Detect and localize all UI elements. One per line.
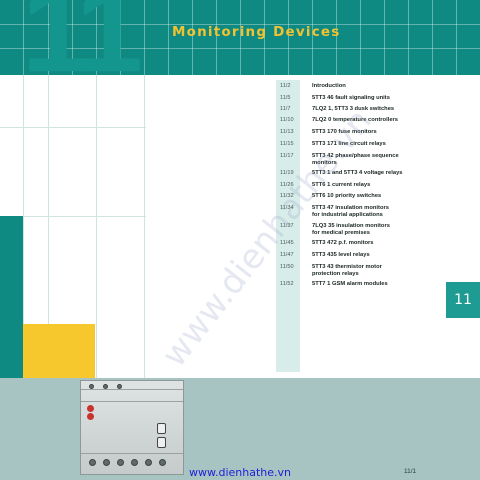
grid-line (0, 127, 146, 128)
chapter-number: 11 (22, 0, 143, 75)
grid-line (264, 0, 265, 75)
grid-line (0, 24, 480, 25)
grid-line (0, 216, 146, 217)
grid-line (48, 0, 49, 75)
toc-page-number: 11/50 (280, 264, 294, 270)
grid-line (48, 75, 49, 378)
chapter-tab[interactable]: 11 (446, 282, 480, 318)
header-band: 11 Monitoring Devices (0, 0, 480, 75)
grid-line (96, 75, 97, 378)
grid-line (168, 0, 169, 75)
toc-page-number: 11/13 (280, 129, 294, 135)
toc-page-number: 11/15 (280, 141, 294, 147)
toc-title: 5TT6 1 current relays (312, 182, 371, 188)
grid-line (72, 0, 73, 75)
page-number: 11/1 (404, 468, 417, 475)
toc-title: 5TT6 10 priority switches (312, 193, 382, 199)
toc-title: 7LQ2 0 temperature controllers (312, 117, 399, 123)
device-image (80, 380, 184, 475)
toc-page-number: 11/52 (280, 281, 294, 287)
yellow-accent-block (23, 324, 95, 378)
grid-line (384, 0, 385, 75)
watermark: www.dienhathe.vn (154, 101, 380, 375)
toc-title: 5TT7 1 GSM alarm modules (312, 281, 388, 287)
toc-title: Introduction (312, 83, 346, 89)
toc-entry[interactable]: 11/34 5TT3 47 insulation monitors for ind… (276, 205, 462, 219)
toc-page-number: 11/5 (280, 95, 291, 101)
toc-entry[interactable]: 11/50 5TT3 43 thermistor motor protection… (276, 264, 462, 278)
grid-line (408, 0, 409, 75)
toc-title: 5TT3 47 insulation monitors for industri… (312, 205, 389, 218)
toc-title: 7LQ3 35 insulation monitors for medical … (312, 223, 390, 236)
grid-line (240, 0, 241, 75)
grid-line (23, 0, 24, 75)
grid-line (0, 48, 480, 49)
toc-page-number: 11/45 (280, 240, 294, 246)
toc-entry[interactable]: 11/47 5TT3 435 level relays (276, 252, 462, 259)
toc-page-number: 11/10 (280, 117, 294, 123)
toc-entry[interactable]: 11/10 7LQ2 0 temperature controllers (276, 117, 462, 124)
toc-title: 5TT3 170 fuse monitors (312, 129, 377, 135)
grid-line (192, 0, 193, 75)
toc-entry[interactable]: 11/15 5TT3 171 line circuit relays (276, 141, 462, 148)
toc-entry[interactable]: 11/37 7LQ3 35 insulation monitors for med… (276, 223, 462, 237)
footer-url[interactable]: www.dienhathe.vn (189, 466, 291, 479)
grid-line (144, 0, 145, 75)
grid-line (456, 0, 457, 75)
page-title: Monitoring Devices (172, 24, 341, 40)
grid-line (120, 0, 121, 75)
toc-title: 7LQ2 1, 5TT3 3 dusk switches (312, 106, 395, 112)
toc-page-number: 11/32 (280, 193, 294, 199)
toc-entry[interactable]: 11/32 5TT6 10 priority switches (276, 193, 462, 200)
toc-entry[interactable]: 11/26 5TT6 1 current relays (276, 182, 462, 189)
toc-entry[interactable]: 11/7 7LQ2 1, 5TT3 3 dusk switches (276, 106, 462, 113)
toc-title: 5TT3 472 p.f. monitors (312, 240, 374, 246)
toc-entry[interactable]: 11/13 5TT3 170 fuse monitors (276, 129, 462, 136)
grid-line (336, 0, 337, 75)
toc-title: 5TT3 46 fault signaling units (312, 95, 390, 101)
toc-page-column (276, 80, 300, 372)
toc-title: 5TT3 42 phase/phase sequence monitors (312, 153, 399, 166)
toc-title: 5TT3 435 level relays (312, 252, 370, 258)
grid-line (360, 0, 361, 75)
grid-line (216, 0, 217, 75)
toc-entry[interactable]: 11/2 Introduction (276, 83, 462, 90)
footer-band (0, 378, 480, 480)
toc-entry[interactable]: 11/45 5TT3 472 p.f. monitors (276, 240, 462, 247)
toc-entry[interactable]: 11/5 5TT3 46 fault signaling units (276, 95, 462, 102)
grid-line (432, 0, 433, 75)
grid-line (144, 75, 145, 378)
grid-line (96, 0, 97, 75)
toc-page-number: 11/7 (280, 106, 291, 112)
toc-title: 5TT3 1 and 5TT3 4 voltage relays (312, 170, 403, 176)
toc-page-number: 11/19 (280, 170, 294, 176)
grid-line (312, 0, 313, 75)
toc-page-number: 11/47 (280, 252, 294, 258)
toc-title: 5TT3 171 line circuit relays (312, 141, 386, 147)
toc-page-number: 11/26 (280, 182, 294, 188)
toc-entry[interactable]: 11/17 5TT3 42 phase/phase sequence monito… (276, 153, 462, 167)
toc-page-number: 11/37 (280, 223, 294, 229)
grid-line (23, 75, 24, 378)
teal-accent-bar (0, 216, 23, 378)
toc-title: 5TT3 43 thermistor motor protection rela… (312, 264, 382, 277)
toc-entry[interactable]: 11/52 5TT7 1 GSM alarm modules (276, 281, 462, 288)
toc-page-number: 11/34 (280, 205, 294, 211)
toc-page-number: 11/17 (280, 153, 294, 159)
toc-page-number: 11/2 (280, 83, 291, 89)
grid-line (288, 0, 289, 75)
toc-entry[interactable]: 11/19 5TT3 1 and 5TT3 4 voltage relays (276, 170, 462, 177)
